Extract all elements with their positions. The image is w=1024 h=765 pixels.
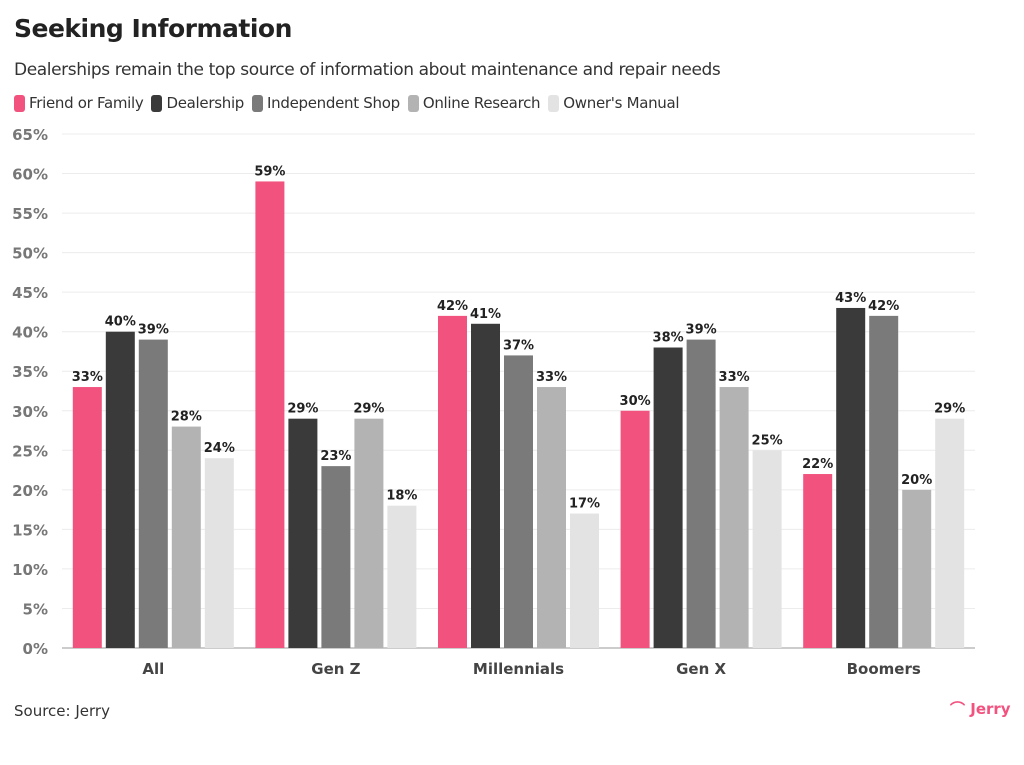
- data-label: 43%: [835, 291, 866, 306]
- y-tick-label: 40%: [12, 324, 48, 342]
- y-tick-label: 5%: [23, 600, 48, 618]
- x-tick-label: All: [142, 660, 164, 678]
- legend-label: Owner's Manual: [563, 94, 680, 112]
- data-label: 23%: [320, 449, 351, 464]
- x-tick-label: Gen X: [676, 660, 726, 678]
- bar: [836, 307, 866, 648]
- data-label: 37%: [503, 338, 534, 353]
- data-label: 29%: [934, 402, 965, 417]
- data-label: 24%: [204, 441, 235, 456]
- bar: [171, 426, 201, 648]
- legend-swatch: [151, 94, 163, 112]
- chart-title: Seeking Information: [14, 14, 292, 43]
- bar: [537, 387, 566, 648]
- bar: [255, 181, 285, 648]
- legend-swatch: [14, 94, 25, 112]
- bar: [354, 418, 384, 648]
- legend-label: Independent Shop: [267, 94, 400, 112]
- data-label: 29%: [353, 402, 384, 417]
- data-label: 25%: [752, 433, 783, 448]
- legend-swatch: [407, 94, 419, 112]
- y-tick-label: 60%: [12, 166, 48, 184]
- bar: [504, 355, 533, 648]
- legend-label: Friend or Family: [29, 94, 144, 112]
- bar: [105, 331, 135, 648]
- bar: [935, 418, 965, 648]
- legend-label: Dealership: [166, 94, 245, 112]
- data-label: 33%: [72, 370, 103, 385]
- logo-text: Jerry: [970, 700, 1011, 718]
- bar: [72, 387, 102, 648]
- bar: [902, 489, 932, 648]
- x-tick-label: Millennials: [473, 660, 564, 678]
- bar: [719, 387, 749, 648]
- y-tick-label: 20%: [12, 482, 48, 500]
- data-label: 18%: [386, 489, 417, 504]
- y-tick-label: 65%: [12, 126, 48, 144]
- legend-item: Independent Shop: [252, 94, 400, 112]
- legend-item: Friend or Family: [14, 94, 144, 112]
- data-label: 33%: [536, 370, 567, 385]
- data-label: 39%: [138, 323, 169, 338]
- data-label: 28%: [171, 410, 202, 425]
- bar: [803, 474, 833, 648]
- legend-item: Dealership: [151, 94, 244, 112]
- data-label: 17%: [569, 497, 600, 512]
- bar: [570, 513, 599, 648]
- x-tick-label: Gen Z: [311, 660, 360, 678]
- bar: [686, 339, 716, 648]
- bar: [653, 347, 683, 648]
- y-tick-label: 10%: [12, 561, 48, 579]
- y-tick-label: 15%: [12, 521, 48, 539]
- legend-swatch: [548, 94, 560, 112]
- bar: [138, 339, 168, 648]
- bar: [752, 450, 782, 648]
- bar: [620, 410, 650, 648]
- data-label: 22%: [802, 457, 833, 472]
- bar: [869, 315, 899, 648]
- x-tick-label: Boomers: [847, 660, 921, 678]
- logo-icon: ⌒: [950, 700, 966, 718]
- jerry-logo: ⌒ Jerry: [950, 698, 1011, 719]
- bar: [288, 418, 318, 648]
- data-label: 42%: [868, 299, 899, 314]
- bar: [438, 315, 467, 648]
- y-tick-label: 30%: [12, 403, 48, 421]
- bar: [387, 505, 417, 648]
- data-label: 38%: [653, 331, 684, 346]
- bar: [471, 323, 500, 648]
- data-label: 59%: [254, 164, 285, 179]
- chart-subtitle: Dealerships remain the top source of inf…: [14, 60, 721, 80]
- legend-item: Owner's Manual: [548, 94, 680, 112]
- y-tick-label: 0%: [23, 640, 48, 658]
- y-tick-label: 50%: [12, 245, 48, 263]
- data-label: 40%: [105, 315, 136, 330]
- y-tick-label: 35%: [12, 363, 48, 381]
- bar: [204, 458, 234, 648]
- legend-label: Online Research: [422, 94, 541, 112]
- data-label: 29%: [287, 402, 318, 417]
- bar: [321, 466, 351, 648]
- y-tick-label: 25%: [12, 442, 48, 460]
- legend: Friend or Family Dealership Independent Sh…: [14, 94, 680, 112]
- data-label: 41%: [470, 307, 501, 322]
- source-note: Source: Jerry: [14, 702, 110, 720]
- legend-swatch: [252, 94, 264, 112]
- legend-item: Online Research: [407, 94, 541, 112]
- y-tick-label: 45%: [12, 284, 48, 302]
- data-label: 33%: [719, 370, 750, 385]
- data-label: 20%: [901, 473, 932, 488]
- y-tick-label: 55%: [12, 205, 48, 223]
- data-label: 42%: [437, 299, 468, 314]
- data-label: 30%: [620, 394, 651, 409]
- data-label: 39%: [686, 323, 717, 338]
